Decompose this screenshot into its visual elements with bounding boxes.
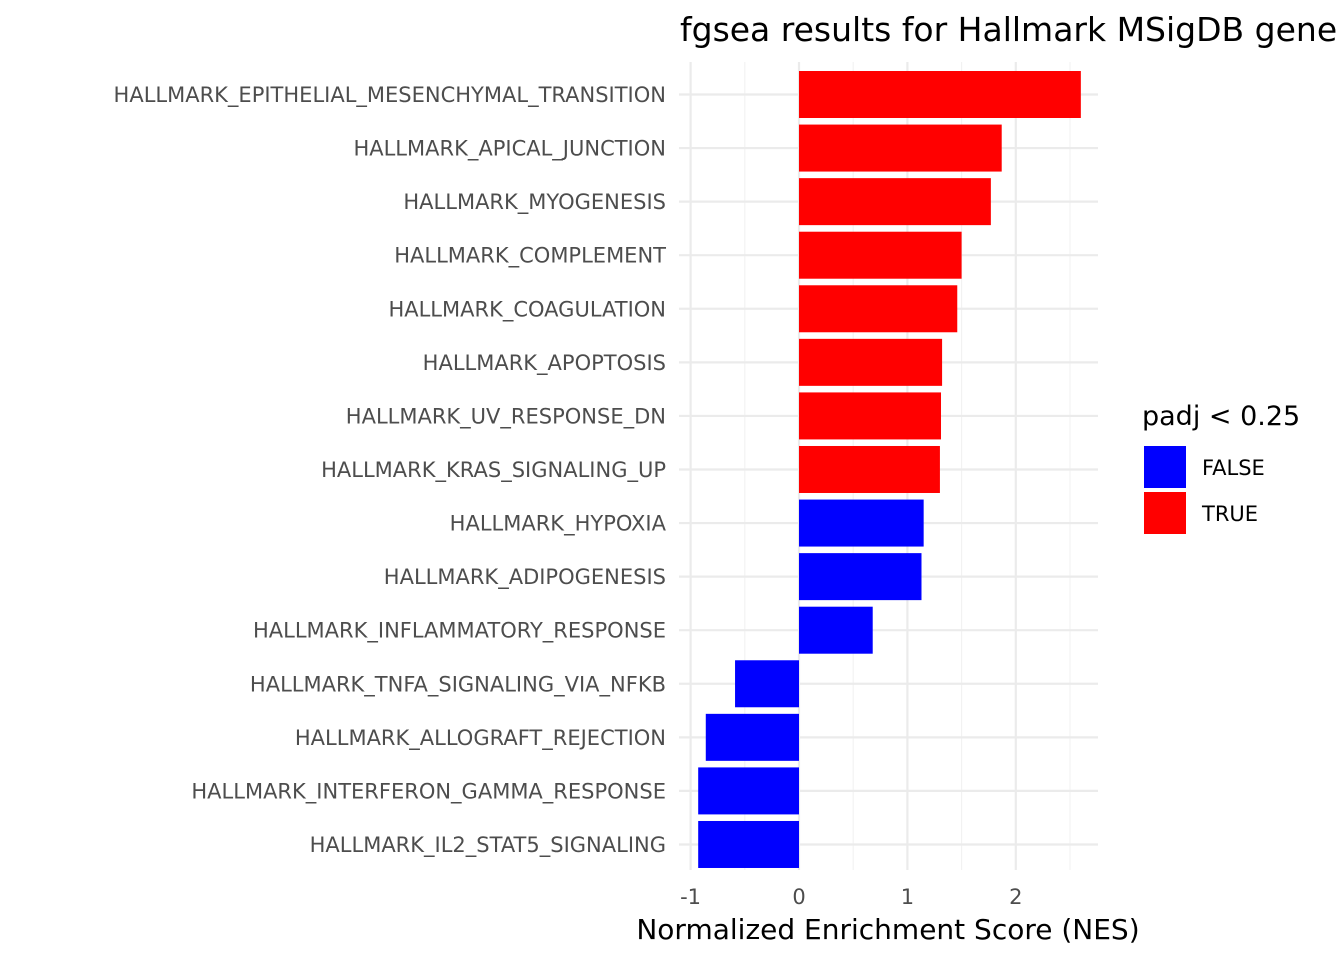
legend-title: padj < 0.25 [1142,401,1300,432]
bar-hallmark-hypoxia [799,499,924,547]
y-tick-label: HALLMARK_ADIPOGENESIS [384,565,666,590]
y-tick-label: HALLMARK_COAGULATION [388,297,666,322]
y-tick-label: HALLMARK_ALLOGRAFT_REJECTION [295,726,666,751]
y-tick-label: HALLMARK_HYPOXIA [450,512,667,537]
y-tick-label: HALLMARK_TNFA_SIGNALING_VIA_NFKB [250,672,666,697]
bar-hallmark-adipogenesis [799,553,922,601]
bar-hallmark-interferon-gamma-response [698,767,799,815]
y-tick-label: HALLMARK_APOPTOSIS [423,351,666,376]
bar-hallmark-complement [799,231,962,279]
bar-hallmark-epithelial-mesenchymal-transition [799,71,1081,118]
chart-title: fgsea results for Hallmark MSigDB gene s… [680,10,1344,49]
legend-label: FALSE [1202,456,1265,480]
bar-hallmark-uv-response-dn [799,392,942,440]
x-tick-label: 1 [901,885,914,909]
y-tick-label: HALLMARK_COMPLEMENT [394,244,666,269]
legend-key-false [1144,446,1186,488]
y-tick-label: HALLMARK_INFLAMMATORY_RESPONSE [253,619,666,644]
y-tick-label: HALLMARK_KRAS_SIGNALING_UP [321,458,666,483]
bar-hallmark-kras-signaling-up [799,445,940,493]
x-axis-labels: -1 0 1 2 [680,885,1022,909]
bar-hallmark-apoptosis [799,338,943,386]
bar-hallmark-apical-junction [799,124,1002,172]
bars [698,71,1081,868]
y-tick-label: HALLMARK_MYOGENESIS [403,190,666,215]
bar-hallmark-allograft-rejection [705,713,799,761]
bar-hallmark-inflammatory-response [799,606,873,654]
x-tick-label: 2 [1009,885,1022,909]
y-tick-label: HALLMARK_APICAL_JUNCTION [353,137,666,162]
bar-hallmark-tnfa-signaling-via-nfkb [735,660,799,708]
x-tick-label: -1 [680,885,701,909]
bar-hallmark-myogenesis [799,178,991,226]
legend-label: TRUE [1201,502,1258,526]
x-tick-label: 0 [792,885,805,909]
x-axis-title: Normalized Enrichment Score (NES) [636,913,1139,946]
bar-hallmark-coagulation [799,285,958,333]
legend: padj < 0.25 FALSE TRUE [1142,401,1300,534]
y-tick-label: HALLMARK_IL2_STAT5_SIGNALING [310,833,666,858]
y-axis-labels: HALLMARK_EPITHELIAL_MESENCHYMAL_TRANSITI… [114,83,667,858]
y-tick-label: HALLMARK_EPITHELIAL_MESENCHYMAL_TRANSITI… [114,83,666,108]
legend-key-true [1144,492,1186,534]
y-tick-label: HALLMARK_INTERFERON_GAMMA_RESPONSE [191,779,666,804]
bar-hallmark-il2-stat5-signaling [698,820,799,868]
y-tick-label: HALLMARK_UV_RESPONSE_DN [346,404,666,429]
